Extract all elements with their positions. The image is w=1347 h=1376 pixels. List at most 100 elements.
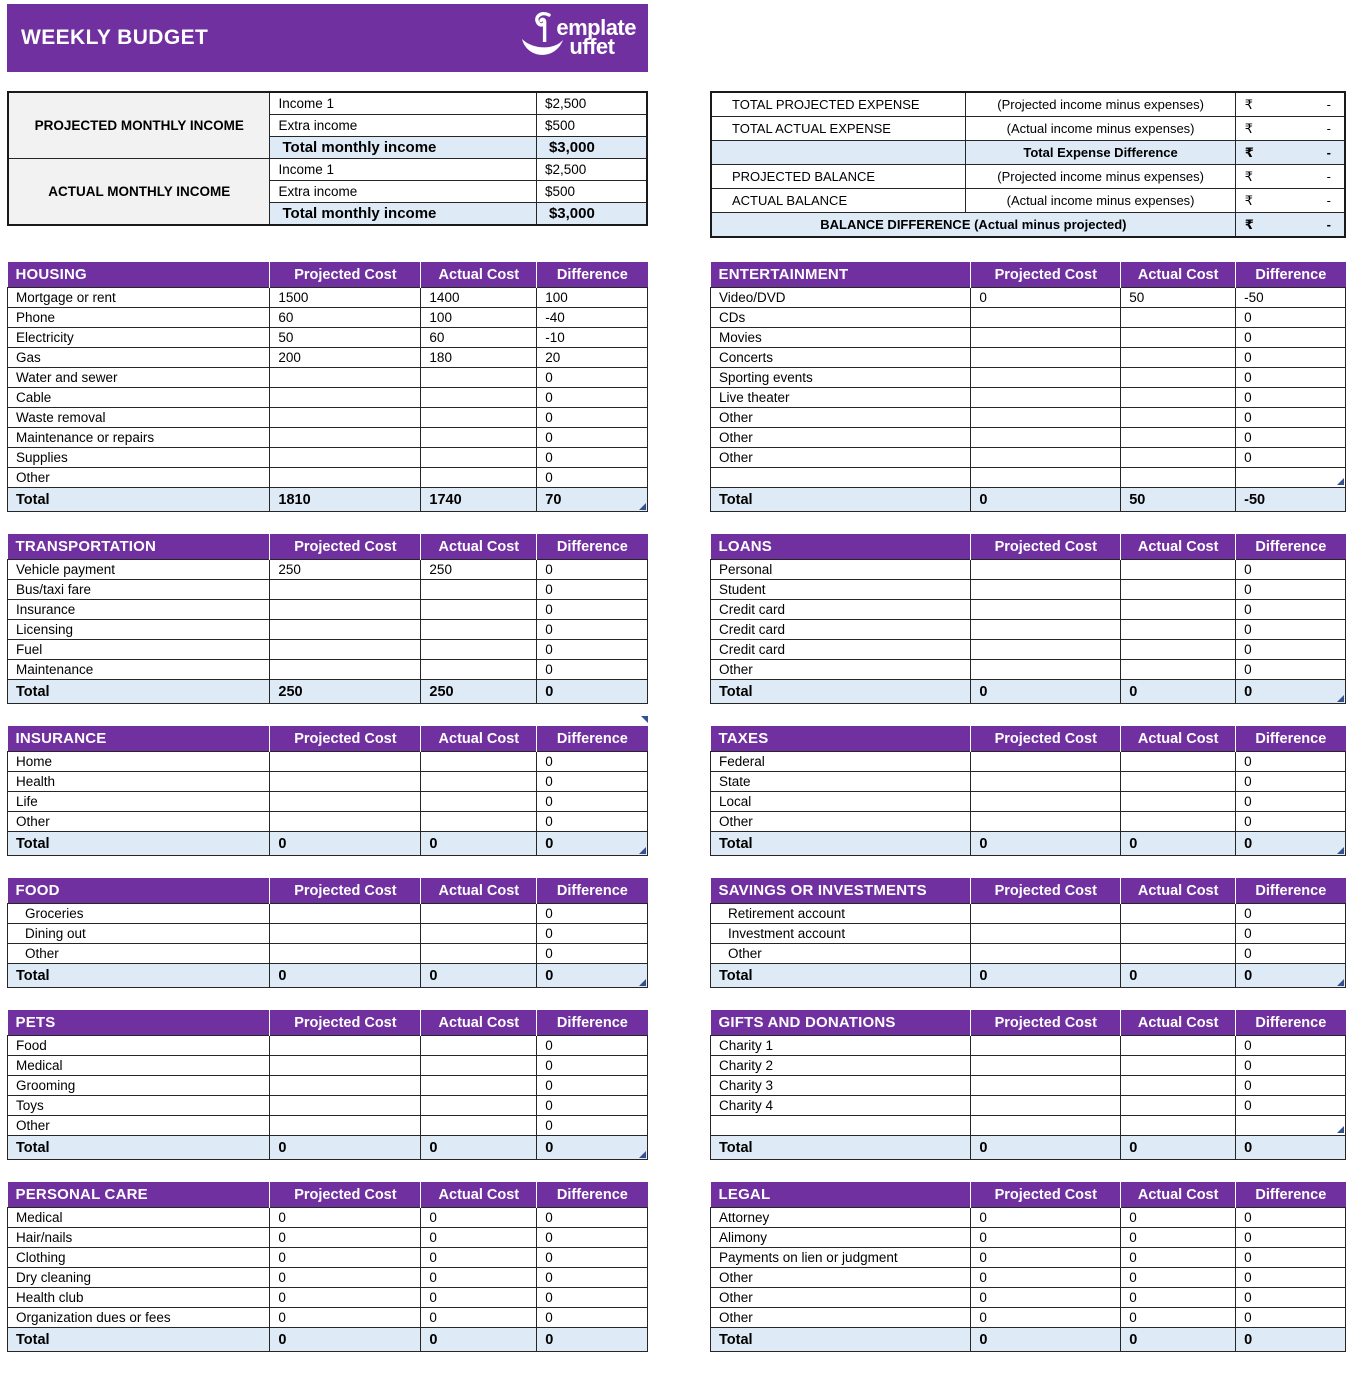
row-label-cell[interactable]: Other bbox=[6, 943, 271, 964]
row-label-cell[interactable]: Medical bbox=[6, 1207, 271, 1228]
row-label-cell[interactable]: Personal bbox=[709, 559, 972, 580]
projected-cost-cell[interactable]: 50 bbox=[269, 327, 422, 348]
projected-cost-cell[interactable] bbox=[970, 307, 1122, 328]
row-label-cell[interactable]: Organization dues or fees bbox=[6, 1307, 271, 1328]
actual-cost-cell[interactable]: 0 bbox=[1120, 1267, 1237, 1288]
projected-cost-cell[interactable] bbox=[970, 1055, 1122, 1076]
projected-cost-cell[interactable]: 200 bbox=[269, 347, 422, 368]
actual-cost-cell[interactable]: 1400 bbox=[420, 287, 538, 308]
projected-cost-cell[interactable] bbox=[970, 467, 1122, 488]
projected-cost-cell[interactable]: 1500 bbox=[269, 287, 422, 308]
actual-cost-cell[interactable] bbox=[1120, 367, 1237, 388]
row-label-cell[interactable]: Dining out bbox=[6, 923, 271, 944]
actual-cost-cell[interactable]: 0 bbox=[420, 1267, 538, 1288]
projected-cost-cell[interactable]: 0 bbox=[970, 1267, 1122, 1288]
row-label-cell[interactable]: Other bbox=[6, 811, 271, 832]
income-value-cell[interactable]: $500 bbox=[535, 114, 648, 137]
actual-cost-cell[interactable] bbox=[1120, 811, 1237, 832]
actual-cost-cell[interactable]: 100 bbox=[420, 307, 538, 328]
actual-cost-cell[interactable]: 0 bbox=[420, 1307, 538, 1328]
actual-cost-cell[interactable] bbox=[1120, 427, 1237, 448]
projected-cost-cell[interactable] bbox=[970, 447, 1122, 468]
row-label-cell[interactable]: Other bbox=[709, 1287, 972, 1308]
actual-cost-cell[interactable] bbox=[420, 407, 538, 428]
actual-cost-cell[interactable] bbox=[420, 1115, 538, 1136]
actual-cost-cell[interactable] bbox=[1120, 1075, 1237, 1096]
projected-cost-cell[interactable] bbox=[970, 387, 1122, 408]
actual-cost-cell[interactable] bbox=[420, 579, 538, 600]
projected-cost-cell[interactable] bbox=[970, 751, 1122, 772]
projected-cost-cell[interactable]: 0 bbox=[269, 1287, 422, 1308]
actual-cost-cell[interactable]: 60 bbox=[420, 327, 538, 348]
projected-cost-cell[interactable]: 0 bbox=[970, 1287, 1122, 1308]
row-label-cell[interactable]: Phone bbox=[6, 307, 271, 328]
actual-cost-cell[interactable] bbox=[1120, 579, 1237, 600]
actual-cost-cell[interactable] bbox=[1120, 639, 1237, 660]
projected-cost-cell[interactable] bbox=[970, 791, 1122, 812]
row-label-cell[interactable]: Gas bbox=[6, 347, 271, 368]
actual-cost-cell[interactable]: 250 bbox=[420, 559, 538, 580]
projected-cost-cell[interactable]: 0 bbox=[269, 1307, 422, 1328]
row-label-cell[interactable]: Concerts bbox=[709, 347, 972, 368]
row-label-cell[interactable]: Charity 1 bbox=[709, 1035, 972, 1056]
actual-cost-cell[interactable]: 0 bbox=[420, 1207, 538, 1228]
actual-cost-cell[interactable] bbox=[1120, 467, 1237, 488]
projected-cost-cell[interactable] bbox=[269, 579, 422, 600]
row-label-cell[interactable]: Food bbox=[6, 1035, 271, 1056]
actual-cost-cell[interactable]: 50 bbox=[1120, 287, 1237, 308]
projected-cost-cell[interactable] bbox=[269, 407, 422, 428]
row-label-cell[interactable]: Credit card bbox=[709, 599, 972, 620]
row-label-cell[interactable]: Credit card bbox=[709, 619, 972, 640]
row-label-cell[interactable]: Water and sewer bbox=[6, 367, 271, 388]
projected-cost-cell[interactable] bbox=[970, 1115, 1122, 1136]
row-label-cell[interactable]: Sporting events bbox=[709, 367, 972, 388]
income-value-cell[interactable]: $2,500 bbox=[535, 158, 648, 181]
projected-cost-cell[interactable] bbox=[269, 639, 422, 660]
projected-cost-cell[interactable] bbox=[970, 407, 1122, 428]
projected-cost-cell[interactable] bbox=[269, 1095, 422, 1116]
projected-cost-cell[interactable]: 0 bbox=[970, 287, 1122, 308]
actual-cost-cell[interactable] bbox=[420, 791, 538, 812]
row-label-cell[interactable]: Federal bbox=[709, 751, 972, 772]
projected-cost-cell[interactable]: 0 bbox=[269, 1207, 422, 1228]
actual-cost-cell[interactable]: 0 bbox=[420, 1227, 538, 1248]
actual-cost-cell[interactable] bbox=[420, 387, 538, 408]
actual-cost-cell[interactable] bbox=[420, 1035, 538, 1056]
actual-cost-cell[interactable] bbox=[1120, 751, 1237, 772]
actual-cost-cell[interactable] bbox=[1120, 307, 1237, 328]
row-label-cell[interactable]: Other bbox=[6, 467, 271, 488]
projected-cost-cell[interactable] bbox=[269, 599, 422, 620]
row-label-cell[interactable]: Vehicle payment bbox=[6, 559, 271, 580]
row-label-cell[interactable]: Health bbox=[6, 771, 271, 792]
row-label-cell[interactable]: Local bbox=[709, 791, 972, 812]
row-label-cell[interactable]: Charity 2 bbox=[709, 1055, 972, 1076]
projected-cost-cell[interactable] bbox=[269, 427, 422, 448]
actual-cost-cell[interactable] bbox=[1120, 1095, 1237, 1116]
projected-cost-cell[interactable]: 0 bbox=[269, 1267, 422, 1288]
projected-cost-cell[interactable] bbox=[970, 327, 1122, 348]
actual-cost-cell[interactable] bbox=[1120, 387, 1237, 408]
row-label-cell[interactable]: Investment account bbox=[709, 923, 972, 944]
row-label-cell[interactable]: Charity 4 bbox=[709, 1095, 972, 1116]
actual-cost-cell[interactable] bbox=[1120, 1115, 1237, 1136]
projected-cost-cell[interactable] bbox=[970, 599, 1122, 620]
actual-cost-cell[interactable] bbox=[1120, 447, 1237, 468]
projected-cost-cell[interactable] bbox=[970, 619, 1122, 640]
row-label-cell[interactable]: Live theater bbox=[709, 387, 972, 408]
income-item-label[interactable]: Extra income bbox=[269, 180, 537, 203]
projected-cost-cell[interactable]: 0 bbox=[970, 1227, 1122, 1248]
actual-cost-cell[interactable] bbox=[1120, 599, 1237, 620]
income-item-label[interactable]: Income 1 bbox=[269, 158, 537, 181]
row-label-cell[interactable]: Fuel bbox=[6, 639, 271, 660]
projected-cost-cell[interactable] bbox=[970, 1095, 1122, 1116]
row-label-cell[interactable]: Waste removal bbox=[6, 407, 271, 428]
actual-cost-cell[interactable] bbox=[1120, 659, 1237, 680]
actual-cost-cell[interactable]: 180 bbox=[420, 347, 538, 368]
row-label-cell[interactable]: Alimony bbox=[709, 1227, 972, 1248]
row-label-cell[interactable]: Other bbox=[709, 659, 972, 680]
row-label-cell[interactable]: Other bbox=[709, 407, 972, 428]
actual-cost-cell[interactable] bbox=[420, 447, 538, 468]
row-label-cell[interactable]: Credit card bbox=[709, 639, 972, 660]
projected-cost-cell[interactable] bbox=[269, 903, 422, 924]
row-label-cell[interactable]: Maintenance bbox=[6, 659, 271, 680]
